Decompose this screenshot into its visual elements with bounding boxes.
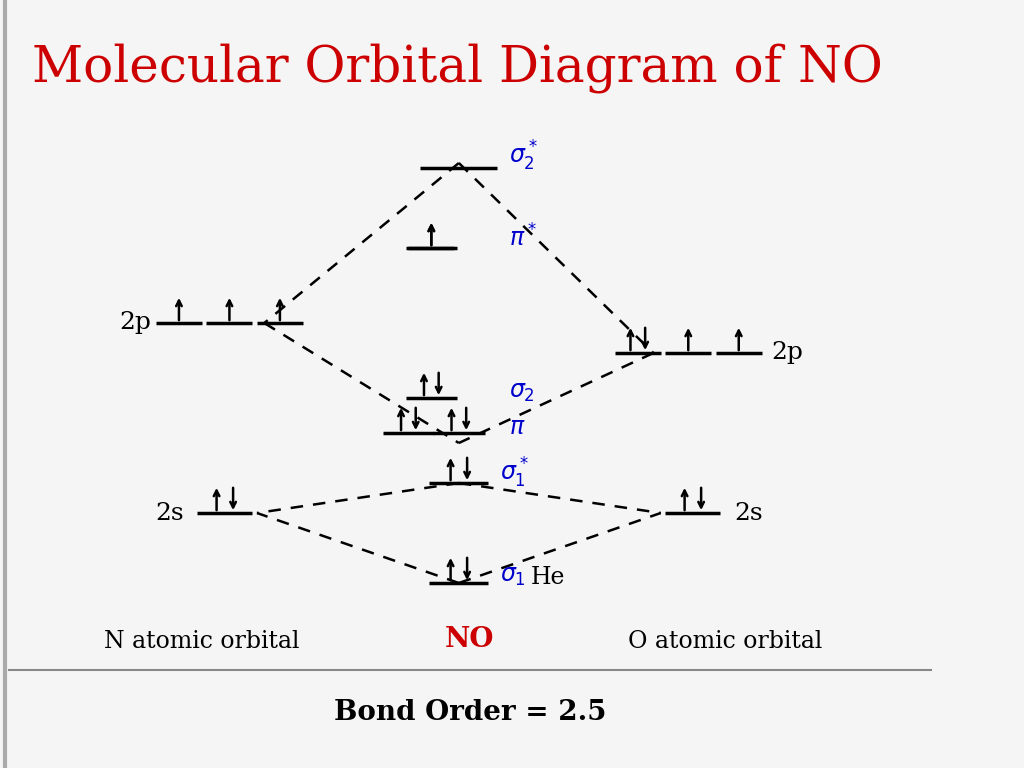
Text: He: He: [530, 565, 565, 588]
Text: $\sigma_2$: $\sigma_2$: [509, 380, 536, 403]
Text: 2s: 2s: [734, 502, 763, 525]
Text: N atomic orbital: N atomic orbital: [104, 630, 300, 653]
Text: $\sigma_1^*$: $\sigma_1^*$: [500, 456, 529, 490]
Text: O atomic orbital: O atomic orbital: [628, 630, 822, 653]
Text: 2p: 2p: [120, 312, 152, 335]
Text: 2s: 2s: [155, 502, 183, 525]
Text: Molecular Orbital Diagram of NO: Molecular Orbital Diagram of NO: [32, 43, 883, 93]
Text: $\sigma_2^*$: $\sigma_2^*$: [509, 139, 539, 173]
Text: $\pi$: $\pi$: [509, 415, 526, 439]
Text: 2p: 2p: [771, 342, 803, 365]
Text: Bond Order = 2.5: Bond Order = 2.5: [334, 700, 606, 727]
Text: $\pi^*$: $\pi^*$: [509, 224, 538, 252]
Text: NO: NO: [445, 626, 495, 653]
Text: $\sigma_1$: $\sigma_1$: [500, 565, 526, 588]
